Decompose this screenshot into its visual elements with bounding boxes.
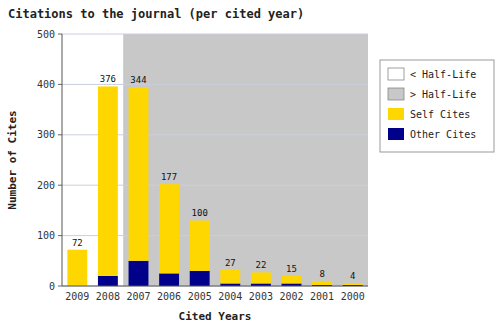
x-tick-label: 2008 [96,291,120,302]
x-tick-label: 2003 [249,291,273,302]
bars [67,86,362,286]
data-label: 8 [319,269,324,279]
bar-segment [190,271,210,286]
bar-segment [159,273,179,286]
data-label: 72 [72,238,83,248]
plot-area [123,34,368,286]
y-axis-line [62,34,63,286]
legend-swatch [388,108,404,120]
bar-segment [129,261,149,286]
legend-box [380,60,494,152]
data-label: 22 [255,260,266,270]
legend-swatch [388,88,404,100]
bar-segment [159,184,179,273]
x-tick-label: 2002 [279,291,303,302]
legend-label: Self Cites [410,109,470,120]
x-axis-label: Cited Years [179,310,252,323]
bar-segment [312,281,332,285]
y-tick [58,84,62,85]
x-tick-label: 2001 [310,291,334,302]
y-tick-label: 0 [49,281,55,292]
data-label: 100 [192,208,208,218]
data-label: 4 [350,271,355,281]
y-tick [58,185,62,186]
y-tick [58,134,62,135]
x-tick-label: 2006 [157,291,181,302]
data-label: 376 [100,74,116,84]
chart: Citations to the journal (per cited year… [0,0,501,336]
y-axis-label: Number of Cites [6,110,19,209]
legend-label: < Half-Life [410,69,476,80]
bar-segment [129,87,149,260]
legend-label: > Half-Life [410,89,476,100]
half-life-region [123,34,368,286]
data-label: 177 [161,172,177,182]
x-tick-label: 2005 [188,291,212,302]
y-tick-label: 400 [37,79,55,90]
data-label: 15 [286,264,297,274]
legend: < Half-Life > Half-Life Self Cites Other Ci… [380,60,494,152]
y-tick-label: 500 [37,29,55,40]
bar-segment [98,86,118,276]
x-tick-label: 2000 [341,291,365,302]
x-tick-label: 2007 [126,291,150,302]
bar-segment [251,272,271,283]
grid [62,34,368,286]
bar-segment [343,283,363,285]
legend-swatch [388,128,404,140]
data-label: 344 [130,75,146,85]
grid-line [62,34,368,35]
x-tick-label: 2004 [218,291,242,302]
x-tick-label: 2009 [65,291,89,302]
y-tick [58,235,62,236]
bar-segment [98,276,118,286]
y-tick-label: 300 [37,129,55,140]
legend-label: Other Cites [410,129,476,140]
y-tick [58,286,62,287]
bar-segment [220,270,240,284]
legend-swatch [388,68,404,80]
bar-segment [67,250,87,286]
grid-line [62,286,368,287]
y-tick-label: 200 [37,180,55,191]
x-axis-line [62,286,368,287]
bar-segment [282,276,302,284]
data-label: 27 [225,258,236,268]
bar-segment [190,220,210,270]
title: Citations to the journal (per cited year… [8,7,304,21]
background [0,0,501,336]
y-tick-label: 100 [37,230,55,241]
y-tick [58,34,62,35]
